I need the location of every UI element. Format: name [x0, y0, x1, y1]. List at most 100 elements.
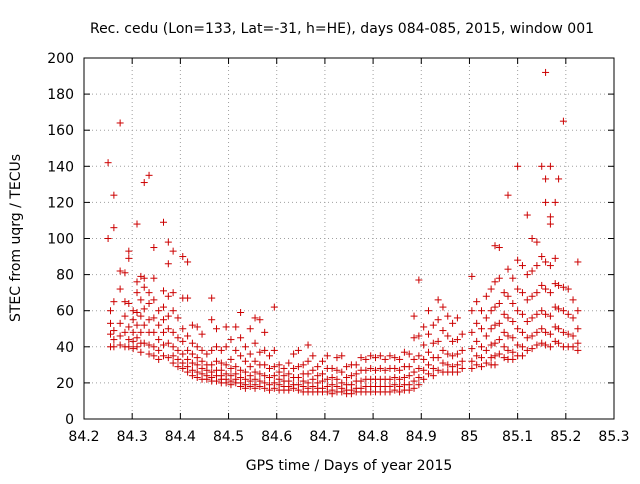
data-point — [453, 361, 461, 369]
data-point — [110, 327, 118, 335]
data-point — [129, 316, 137, 324]
data-point — [285, 359, 293, 367]
data-point — [533, 289, 541, 297]
data-point — [116, 341, 124, 349]
x-tick-label: 85.2 — [550, 429, 581, 445]
data-point — [213, 325, 220, 333]
data-point — [504, 332, 512, 340]
data-point — [405, 363, 413, 371]
data-point — [473, 352, 481, 360]
data-point — [352, 361, 360, 369]
data-point — [415, 352, 423, 360]
data-point — [125, 247, 133, 255]
data-point — [405, 386, 413, 394]
data-point — [150, 328, 158, 336]
y-axis-title: STEC from uqrg / TECUs — [8, 154, 24, 322]
data-point — [110, 336, 118, 344]
data-point — [546, 213, 554, 221]
data-point — [546, 162, 554, 170]
data-point — [188, 350, 196, 358]
data-point — [434, 337, 442, 345]
data-point — [164, 260, 172, 268]
data-point — [500, 310, 508, 318]
data-point — [270, 372, 278, 380]
data-point — [523, 271, 531, 279]
data-point — [137, 312, 145, 320]
data-point — [523, 318, 531, 326]
data-point — [396, 366, 404, 374]
chart-title: Rec. cedu (Lon=133, Lat=-31, h=HE), days… — [90, 21, 594, 37]
data-point — [133, 321, 141, 329]
data-point — [491, 339, 499, 347]
data-point — [367, 352, 375, 360]
data-point — [564, 285, 572, 293]
y-tick-label: 160 — [47, 123, 74, 139]
data-point — [285, 386, 293, 394]
data-point — [434, 366, 442, 374]
data-point — [133, 343, 141, 351]
data-point — [227, 336, 235, 344]
data-point — [542, 310, 550, 318]
data-point — [275, 368, 283, 376]
data-point — [140, 321, 148, 329]
data-point — [193, 373, 201, 381]
data-point — [347, 390, 355, 398]
data-point — [155, 321, 163, 329]
data-point — [420, 355, 428, 363]
data-point — [514, 285, 522, 293]
data-point — [140, 274, 148, 282]
data-point — [439, 327, 447, 335]
data-point — [304, 341, 312, 349]
data-point — [174, 363, 182, 371]
data-point — [160, 328, 167, 336]
data-point — [500, 343, 508, 351]
data-point — [261, 384, 269, 392]
data-point — [367, 364, 375, 372]
data-point — [495, 274, 503, 282]
data-point — [533, 262, 541, 270]
data-point — [333, 366, 341, 374]
data-point — [338, 368, 346, 376]
data-point — [523, 296, 531, 304]
data-point — [160, 341, 167, 349]
data-point — [280, 364, 288, 372]
data-point — [116, 267, 124, 275]
data-point — [338, 352, 346, 360]
data-point — [542, 285, 550, 293]
data-point — [343, 373, 351, 381]
data-point — [555, 339, 563, 347]
y-tick-label: 200 — [47, 51, 74, 67]
data-point — [362, 366, 370, 374]
data-point — [391, 364, 399, 372]
data-point — [256, 348, 264, 356]
data-point — [133, 220, 141, 228]
data-point — [140, 283, 148, 291]
data-point — [376, 352, 384, 360]
data-point — [188, 359, 196, 367]
data-point — [155, 336, 163, 344]
x-tick-label: 84.9 — [406, 429, 437, 445]
data-point — [574, 346, 582, 354]
data-point — [482, 359, 490, 367]
data-point — [400, 373, 408, 381]
data-point — [261, 361, 269, 369]
data-point — [232, 346, 240, 354]
data-point — [140, 305, 148, 313]
data-point — [574, 258, 582, 266]
data-point — [164, 312, 172, 320]
data-point — [429, 339, 437, 347]
data-point — [160, 316, 167, 324]
data-point — [542, 328, 550, 336]
data-point — [458, 346, 466, 354]
data-point — [121, 298, 129, 306]
data-point — [121, 312, 129, 320]
data-point — [208, 316, 216, 324]
grid-layer — [84, 58, 614, 419]
data-point — [319, 357, 326, 365]
x-tick-label: 84.6 — [261, 429, 292, 445]
y-tick-label: 100 — [47, 232, 74, 248]
x-tick-label: 84.2 — [68, 429, 99, 445]
data-point — [145, 350, 153, 358]
data-point — [429, 321, 437, 329]
